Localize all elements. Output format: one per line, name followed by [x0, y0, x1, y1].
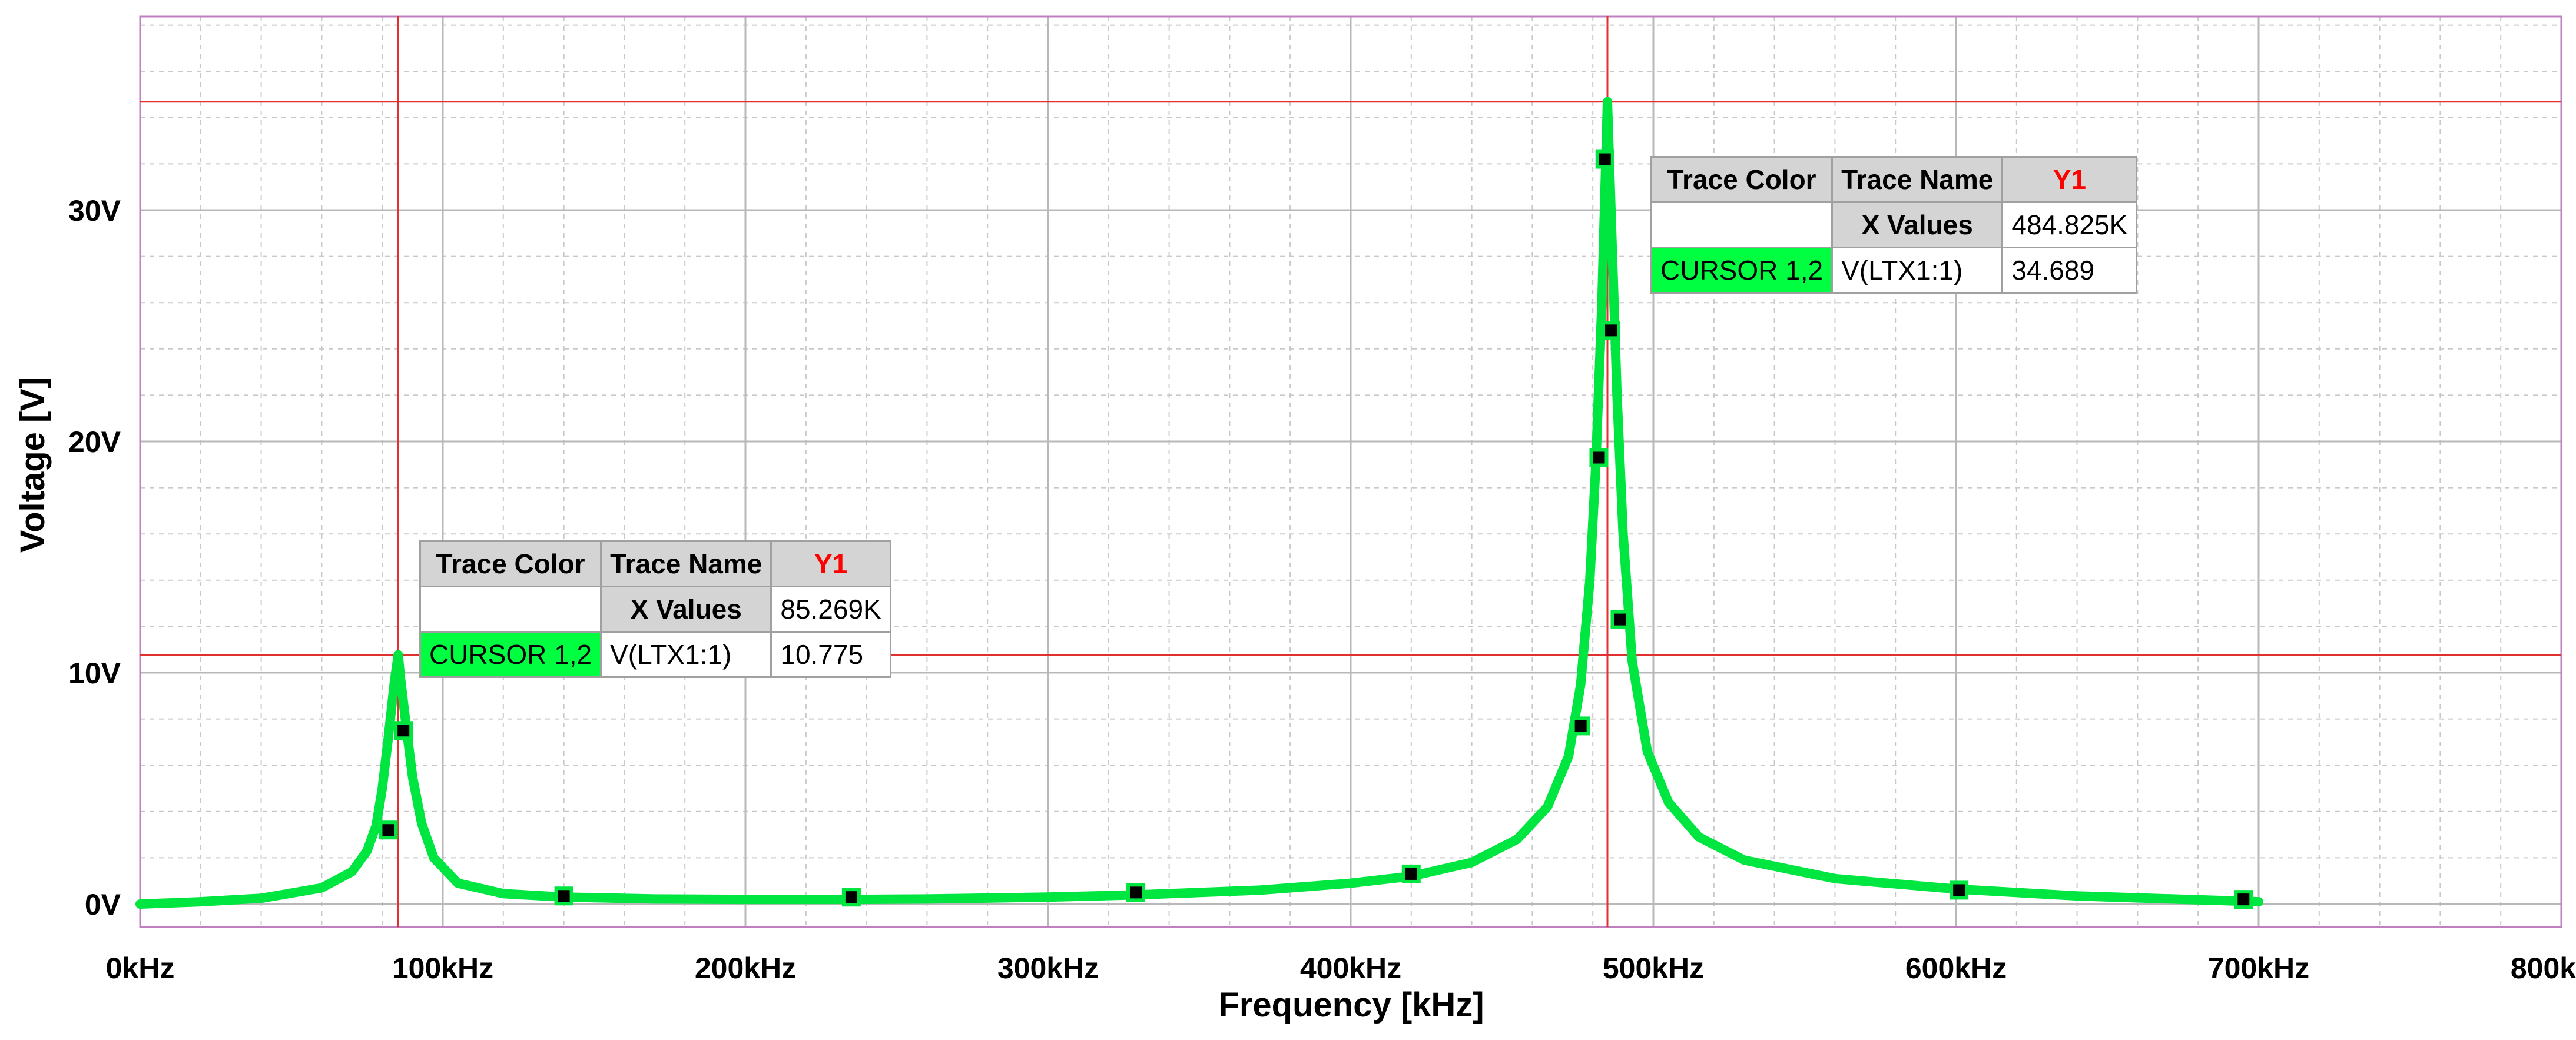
- trace-color-header: Trace Color: [1650, 156, 1834, 203]
- y1-header: Y1: [2001, 156, 2138, 203]
- trace-name-header: Trace Name: [1831, 156, 2004, 203]
- x-tick-label: 300kHz: [997, 952, 1099, 985]
- trace-color-swatch: CURSOR 1,2: [419, 631, 602, 678]
- x-tick-label: 800kHz: [2511, 952, 2576, 985]
- marker-point-core: [2237, 893, 2250, 906]
- blank-cell: [1650, 201, 1834, 248]
- marker-point-core: [1605, 324, 1617, 337]
- marker-point-core: [382, 824, 394, 836]
- marker-point-core: [558, 890, 570, 902]
- x-tick-label: 600kHz: [1905, 952, 2007, 985]
- marker-point-core: [1405, 868, 1417, 880]
- plot-frame: [139, 15, 2562, 928]
- y-tick-labels: 0V10V20V30V40V: [68, 194, 121, 921]
- y1-value: 10.775: [770, 631, 891, 678]
- marker-point-core: [1130, 886, 1142, 899]
- marker-point-core: [1599, 153, 1611, 165]
- x-tick-label: 400kHz: [1300, 952, 1401, 985]
- trace-name: V(LTX1:1): [1831, 247, 2004, 294]
- trace-color-swatch: CURSOR 1,2: [1650, 247, 1834, 294]
- x-tick-label: 500kHz: [1603, 952, 1704, 985]
- x-values-label: X Values: [600, 586, 773, 633]
- marker-point-core: [397, 725, 410, 737]
- y-axis-label: Voltage [V]: [14, 377, 52, 553]
- y-tick-label: 0V: [85, 888, 121, 921]
- y-tick-label: 20V: [68, 426, 121, 458]
- marker-point-core: [845, 891, 857, 903]
- trace-name-header: Trace Name: [600, 540, 773, 587]
- marker-point-core: [1593, 451, 1605, 464]
- y-tick-label: 30V: [68, 194, 121, 227]
- x-tick-label: 100kHz: [392, 952, 493, 985]
- y1-value: 34.689: [2001, 247, 2138, 294]
- trace-name: V(LTX1:1): [600, 631, 773, 678]
- x-tick-label: 0kHz: [106, 952, 175, 985]
- x-value: 85.269K: [770, 586, 891, 633]
- x-tick-labels: 0kHz 100kHz 200kHz 300kHz 400kHz 500kHz 600kHz…: [106, 952, 2576, 985]
- marker-point-core: [1953, 884, 1965, 896]
- x-value: 484.825K: [2001, 201, 2138, 248]
- x-tick-label: 200kHz: [695, 952, 796, 985]
- x-values-label: X Values: [1831, 201, 2004, 248]
- y1-header: Y1: [770, 540, 891, 587]
- trace-color-header: Trace Color: [419, 540, 602, 587]
- marker-point-core: [1614, 613, 1626, 626]
- marker-point-core: [1574, 720, 1587, 732]
- blank-cell: [419, 586, 602, 633]
- cursor-table-1: Trace Color Trace Name Y1 X Values 85.26…: [419, 540, 891, 678]
- x-axis-label: Frequency [kHz]: [1218, 986, 1484, 1024]
- trace-markers: [379, 149, 2253, 909]
- cursor-table-2: Trace Color Trace Name Y1 X Values 484.8…: [1650, 156, 2138, 294]
- y-tick-label: 10V: [68, 657, 121, 690]
- x-tick-label: 700kHz: [2208, 952, 2309, 985]
